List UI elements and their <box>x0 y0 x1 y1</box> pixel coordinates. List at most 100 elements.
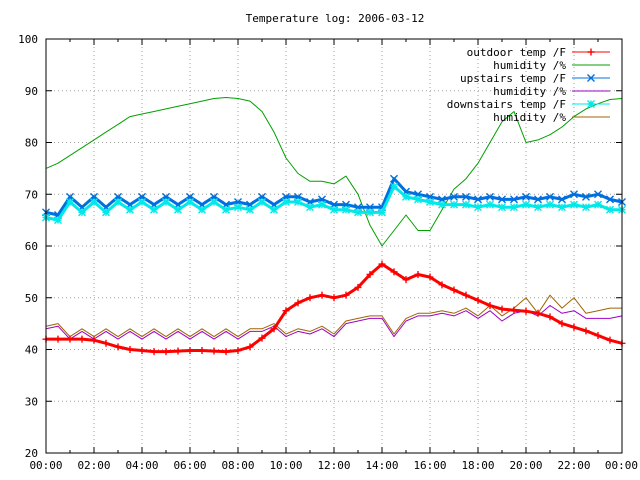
data-point <box>426 273 434 281</box>
data-point <box>534 195 542 204</box>
data-point <box>114 198 122 207</box>
data-point <box>330 294 338 302</box>
data-point <box>390 174 398 183</box>
y-tick-label: 90 <box>25 85 38 98</box>
data-point <box>582 203 590 212</box>
x-tick-label: 12:00 <box>317 459 350 472</box>
y-tick-label: 20 <box>25 447 38 460</box>
data-point <box>222 205 230 214</box>
data-point <box>558 320 566 328</box>
data-point <box>546 192 554 201</box>
data-point <box>198 347 206 355</box>
data-point <box>414 195 422 204</box>
x-tick-label: 20:00 <box>509 459 542 472</box>
data-point <box>486 192 494 201</box>
chart-title: Temperature log: 2006-03-12 <box>246 12 425 25</box>
data-point <box>606 205 614 214</box>
data-point <box>138 198 146 207</box>
x-tick-label: 22:00 <box>557 459 590 472</box>
data-point <box>570 323 578 331</box>
axes: 20 30 40 50 60 70 80 90 100 00:00 02:00 04:00 06:00 0… <box>18 33 638 472</box>
data-point <box>210 347 218 355</box>
data-point <box>126 205 134 214</box>
data-point <box>210 198 218 207</box>
data-point <box>378 208 386 217</box>
data-point <box>114 343 122 351</box>
data-point <box>402 276 410 284</box>
data-point <box>474 296 482 304</box>
data-point <box>546 313 554 321</box>
data-point <box>150 348 158 356</box>
data-point <box>258 198 266 207</box>
y-tick-label: 60 <box>25 240 38 253</box>
data-point <box>582 327 590 335</box>
legend-label: humidity /% <box>493 85 566 98</box>
data-point <box>186 198 194 207</box>
x-tick-label: 14:00 <box>365 459 398 472</box>
data-point <box>234 347 242 355</box>
data-point <box>66 198 74 207</box>
data-point <box>594 190 602 199</box>
data-point <box>126 346 134 353</box>
data-point <box>246 205 254 214</box>
x-tick-label: 08:00 <box>221 459 254 472</box>
legend-label: downstairs temp /F <box>447 98 566 111</box>
x-tick-label: 18:00 <box>461 459 494 472</box>
series-line <box>45 294 622 338</box>
data-point <box>174 347 182 355</box>
data-point <box>354 208 362 217</box>
data-point <box>150 205 158 214</box>
x-tick-label: 10:00 <box>269 459 302 472</box>
data-point <box>546 200 554 209</box>
data-point <box>522 200 530 209</box>
series-6 <box>45 294 622 338</box>
data-point <box>246 343 254 351</box>
data-point <box>138 347 146 355</box>
x-tick-label: 04:00 <box>125 459 158 472</box>
data-point <box>78 335 86 343</box>
data-point <box>534 203 542 212</box>
data-point <box>450 192 458 201</box>
data-point <box>522 307 530 315</box>
x-tick-label: 02:00 <box>77 459 110 472</box>
legend-label: humidity /% <box>493 111 566 124</box>
data-point <box>258 334 266 342</box>
data-point <box>390 268 398 276</box>
data-point <box>270 325 278 333</box>
data-point <box>66 335 74 343</box>
data-point <box>606 195 614 204</box>
data-point <box>330 205 338 214</box>
data-point <box>318 291 326 299</box>
data-point <box>587 74 595 82</box>
data-point <box>318 200 326 209</box>
data-point <box>90 198 98 207</box>
data-point <box>282 198 290 207</box>
data-point <box>186 347 194 355</box>
data-point <box>390 182 398 191</box>
data-point <box>498 195 506 204</box>
x-tick-label: 00:00 <box>29 459 62 472</box>
data-point <box>306 294 314 302</box>
data-point <box>534 309 542 317</box>
series-2 <box>45 97 623 247</box>
data-point <box>486 302 494 310</box>
data-point <box>294 198 302 207</box>
data-point <box>587 48 595 56</box>
data-point <box>498 305 506 313</box>
y-tick-label: 70 <box>25 188 38 201</box>
y-tick-label: 80 <box>25 137 38 150</box>
data-point <box>570 190 578 199</box>
data-point <box>222 348 230 356</box>
data-point <box>270 205 278 214</box>
data-point <box>486 200 494 209</box>
data-point <box>426 198 434 207</box>
data-point <box>594 200 602 209</box>
data-point <box>366 270 374 278</box>
data-point <box>414 270 422 278</box>
x-tick-label: 00:00 <box>605 459 638 472</box>
data-point <box>587 100 595 108</box>
data-point <box>594 332 602 340</box>
